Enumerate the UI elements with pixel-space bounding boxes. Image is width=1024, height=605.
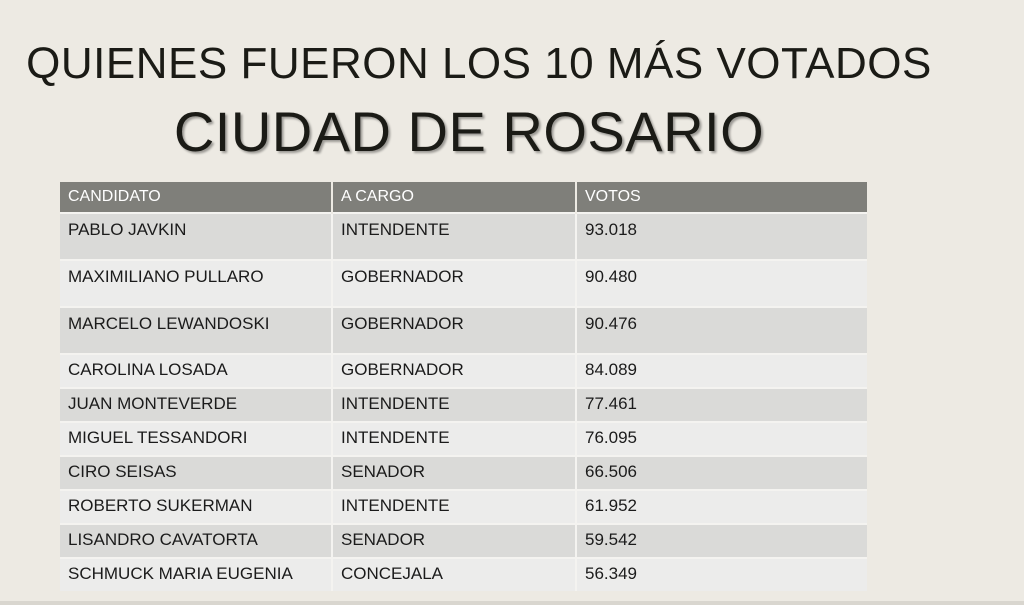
- cell-candidate: SCHMUCK MARIA EUGENIA: [60, 557, 333, 591]
- cell-candidate: CAROLINA LOSADA: [60, 353, 333, 388]
- cell-candidate: MIGUEL TESSANDORI: [60, 421, 333, 456]
- cell-position: INTENDENTE: [332, 212, 577, 260]
- cell-candidate: LISANDRO CAVATORTA: [60, 523, 333, 558]
- table-row: PABLO JAVKIN INTENDENTE 93.018: [60, 212, 867, 260]
- cell-votes: 77.461: [576, 387, 867, 422]
- slide-title: QUIENES FUERON LOS 10 MÁS VOTADOS: [26, 39, 932, 88]
- header-a-cargo: A CARGO: [332, 182, 577, 213]
- cell-votes: 56.349: [576, 557, 867, 591]
- header-votos: VOTOS: [576, 182, 867, 213]
- cell-position: GOBERNADOR: [332, 306, 577, 354]
- table-row: LISANDRO CAVATORTA SENADOR 59.542: [60, 523, 867, 558]
- table-row: SCHMUCK MARIA EUGENIA CONCEJALA 56.349: [60, 557, 867, 591]
- cell-candidate: PABLO JAVKIN: [60, 212, 333, 260]
- cell-candidate: MARCELO LEWANDOSKI: [60, 306, 333, 354]
- table-header-row: CANDIDATO A CARGO VOTOS: [60, 182, 867, 213]
- results-table: CANDIDATO A CARGO VOTOS PABLO JAVKIN INT…: [60, 182, 867, 591]
- cell-position: SENADOR: [332, 523, 577, 558]
- table-row: JUAN MONTEVERDE INTENDENTE 77.461: [60, 387, 867, 422]
- cell-votes: 90.480: [576, 259, 867, 307]
- cell-position: INTENDENTE: [332, 489, 577, 524]
- cell-position: GOBERNADOR: [332, 259, 577, 307]
- header-candidato: CANDIDATO: [60, 182, 333, 213]
- cell-votes: 93.018: [576, 212, 867, 260]
- cell-position: GOBERNADOR: [332, 353, 577, 388]
- cell-votes: 59.542: [576, 523, 867, 558]
- table-row: CAROLINA LOSADA GOBERNADOR 84.089: [60, 353, 867, 388]
- cell-candidate: CIRO SEISAS: [60, 455, 333, 490]
- table-row: ROBERTO SUKERMAN INTENDENTE 61.952: [60, 489, 867, 524]
- table-row: CIRO SEISAS SENADOR 66.506: [60, 455, 867, 490]
- table-row: MIGUEL TESSANDORI INTENDENTE 76.095: [60, 421, 867, 456]
- table-row: MARCELO LEWANDOSKI GOBERNADOR 90.476: [60, 306, 867, 354]
- cell-votes: 84.089: [576, 353, 867, 388]
- cell-candidate: MAXIMILIANO PULLARO: [60, 259, 333, 307]
- slide-subtitle: CIUDAD DE ROSARIO: [173, 100, 765, 163]
- cell-position: CONCEJALA: [332, 557, 577, 591]
- cell-position: INTENDENTE: [332, 421, 577, 456]
- cell-position: SENADOR: [332, 455, 577, 490]
- bottom-divider: [0, 601, 1024, 605]
- table-row: MAXIMILIANO PULLARO GOBERNADOR 90.480: [60, 259, 867, 307]
- cell-votes: 66.506: [576, 455, 867, 490]
- cell-position: INTENDENTE: [332, 387, 577, 422]
- cell-votes: 61.952: [576, 489, 867, 524]
- cell-candidate: ROBERTO SUKERMAN: [60, 489, 333, 524]
- cell-candidate: JUAN MONTEVERDE: [60, 387, 333, 422]
- cell-votes: 90.476: [576, 306, 867, 354]
- cell-votes: 76.095: [576, 421, 867, 456]
